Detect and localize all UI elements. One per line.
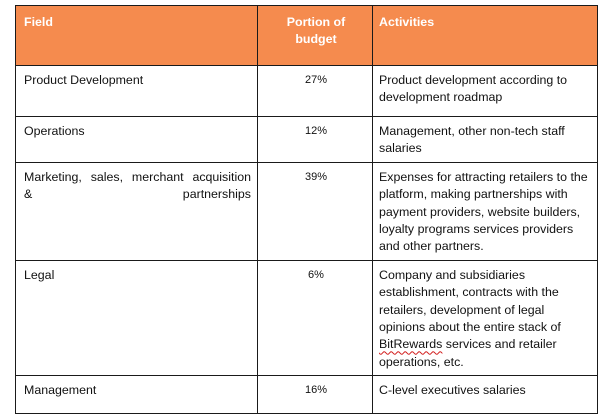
portion-cell: 39% <box>257 161 373 261</box>
header-row: Field Portion of budget Activities <box>15 5 598 66</box>
activities-cell: C-level executives salaries <box>372 375 598 415</box>
portion-cell: 16% <box>257 375 373 415</box>
activities-cell: Product development according to develop… <box>372 65 598 117</box>
activities-text-end: services and retailer operations, etc. <box>379 337 557 369</box>
field-cell: Product Development <box>15 65 258 117</box>
portion-cell: 27% <box>257 65 373 117</box>
field-cell: Legal <box>15 259 258 377</box>
table-row: Operations 12% Management, other non-tec… <box>15 116 598 163</box>
table-row: Legal 6% Company and subsidiaries establ… <box>15 259 598 377</box>
header-activities: Activities <box>372 5 598 66</box>
portion-cell: 12% <box>257 116 373 163</box>
field-cell-line-2: & partnerships <box>24 187 251 202</box>
header-field: Field <box>15 5 258 66</box>
field-cell-line-1: Marketing, sales, merchant acquisition <box>24 169 251 184</box>
brand-name-misspelled: BitRewards <box>379 337 443 352</box>
header-portion-of-budget: Portion of budget <box>257 5 373 66</box>
activities-cell: Company and subsidiaries establishment, … <box>372 259 598 377</box>
field-cell: Marketing, sales, merchant acquisition & … <box>15 161 258 261</box>
table-row: Marketing, sales, merchant acquisition & … <box>15 161 598 261</box>
table-row: Product Development 27% Product developm… <box>15 65 598 117</box>
field-cell: Operations <box>15 116 258 163</box>
budget-table: Field Portion of budget Activities Produ… <box>15 5 598 415</box>
activities-cell: Management, other non-tech staff salarie… <box>372 116 598 163</box>
activities-cell: Expenses for attracting retailers to the… <box>372 161 598 261</box>
table-row: Management 16% C-level executives salari… <box>15 375 598 415</box>
activities-text-start: Company and subsidiaries establishment, … <box>379 267 561 335</box>
portion-cell: 6% <box>257 259 373 377</box>
field-cell: Management <box>15 375 258 415</box>
